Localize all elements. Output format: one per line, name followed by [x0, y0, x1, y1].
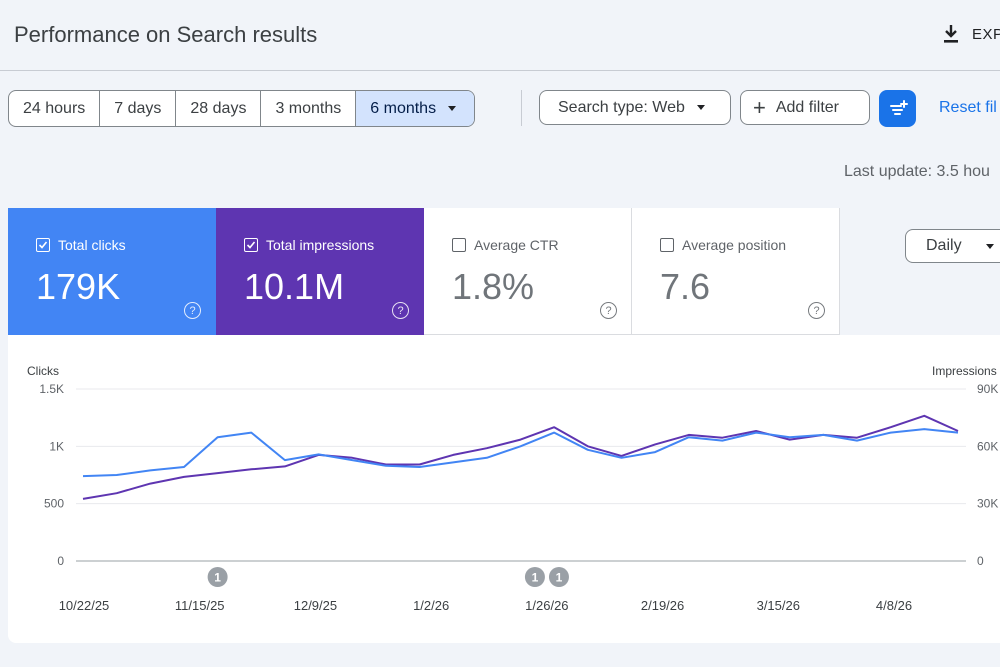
metric-label: Average CTR [452, 237, 559, 253]
y-left-axis-label: Clicks [27, 364, 59, 378]
search-type-dropdown[interactable]: Search type: Web [539, 90, 731, 125]
metric-card-total-clicks[interactable]: Total clicks 179K ? [8, 208, 216, 335]
series-line-impressions [82, 414, 959, 500]
plus-icon: + [753, 94, 766, 120]
metric-label: Total clicks [36, 237, 126, 253]
export-label: EXP [972, 25, 1000, 43]
last-update-text: Last update: 3.5 hou [844, 163, 990, 180]
metric-label-text: Average CTR [474, 237, 559, 253]
help-icon[interactable]: ? [184, 302, 201, 319]
x-tick-label: 11/15/25 [175, 598, 225, 613]
performance-chart: 0 0 500 30K 1K 60K 1.5K 90K Clicks Impressions 10/… [27, 364, 998, 613]
metric-label-text: Average position [682, 237, 787, 253]
checkbox-unchecked-icon[interactable] [452, 238, 466, 252]
search-type-label: Search type: Web [558, 98, 685, 116]
metric-card-average-ctr[interactable]: Average CTR 1.8% ? [424, 208, 632, 335]
x-tick-label: 3/15/26 [757, 598, 800, 613]
y-right-tick-label: 0 [977, 554, 984, 568]
y-left-tick-label: 0 [57, 554, 64, 568]
export-button[interactable]: EXP [942, 24, 1000, 44]
x-tick-label: 10/22/25 [59, 598, 110, 613]
checkbox-checked-icon[interactable] [244, 238, 258, 252]
checkbox-unchecked-icon[interactable] [660, 238, 674, 252]
metric-value: 10.1M [244, 266, 345, 307]
metric-label: Total impressions [244, 237, 374, 253]
metric-card-total-impressions[interactable]: Total impressions 10.1M ? [216, 208, 424, 335]
metric-label: Average position [660, 237, 786, 253]
add-filter-button[interactable]: + Add filter [740, 90, 870, 125]
help-icon[interactable]: ? [600, 302, 617, 319]
metric-value: 7.6 [660, 266, 711, 307]
y-right-tick-label: 60K [977, 439, 998, 453]
metric-card-average-position[interactable]: Average position 7.6 ? [632, 208, 840, 335]
date-range-selector: 24 hours 7 days 28 days 3 months 6 month… [8, 90, 476, 127]
dropdown-caret-icon [985, 243, 994, 249]
dropdown-caret-icon [448, 106, 457, 111]
filter-list-icon [889, 99, 908, 115]
annotation-label: 1 [214, 571, 221, 585]
divider [521, 90, 522, 126]
annotation-label: 1 [532, 571, 539, 585]
x-tick-label: 4/8/26 [876, 598, 912, 613]
metric-label-text: Total impressions [266, 237, 375, 253]
granularity-dropdown[interactable]: Daily [905, 229, 1000, 263]
granularity-label: Daily [926, 237, 962, 254]
annotation-marker [548, 567, 569, 587]
metric-value: 179K [36, 266, 121, 307]
series-line-clicks [82, 428, 959, 478]
add-filter-label: Add filter [775, 98, 839, 116]
top-bar: Performance on Search results EXP [0, 0, 1000, 71]
download-icon [944, 25, 958, 43]
dropdown-caret-icon [696, 105, 705, 110]
metric-cards: Total clicks 179K ? Total impressions 10… [8, 208, 840, 335]
x-tick-label: 2/19/26 [641, 598, 684, 613]
help-icon[interactable]: ? [392, 302, 409, 319]
y-right-axis-label: Impressions [932, 364, 997, 378]
range-6-months-label: 6 months [370, 99, 437, 117]
y-right-tick-label: 90K [977, 382, 998, 396]
range-28-days[interactable]: 28 days [176, 91, 262, 126]
annotation-marker [207, 567, 228, 587]
reset-filters-link[interactable]: Reset fil [939, 99, 997, 116]
range-24-hours[interactable]: 24 hours [9, 91, 101, 126]
x-tick-label: 1/26/26 [525, 598, 568, 613]
range-6-months[interactable]: 6 months [356, 91, 475, 126]
metric-label-text: Total clicks [58, 237, 126, 253]
annotation-marker [524, 567, 545, 587]
checkbox-checked-icon[interactable] [36, 238, 50, 252]
help-icon[interactable]: ? [808, 302, 825, 319]
chart-panel: 0 0 500 30K 1K 60K 1.5K 90K Clicks Impressions 10/… [8, 335, 1000, 643]
range-7-days[interactable]: 7 days [100, 91, 177, 126]
y-left-tick-label: 1.5K [39, 382, 64, 396]
x-tick-label: 1/2/26 [413, 598, 449, 613]
x-tick-label: 12/9/25 [294, 598, 337, 613]
filter-settings-button[interactable] [879, 90, 916, 127]
y-left-tick-label: 1K [49, 439, 64, 453]
annotation-label: 1 [556, 571, 563, 585]
page-title: Performance on Search results [14, 22, 318, 47]
metric-value: 1.8% [452, 266, 535, 307]
range-3-months[interactable]: 3 months [261, 91, 357, 126]
y-right-tick-label: 30K [977, 497, 998, 511]
y-left-tick-label: 500 [44, 497, 64, 511]
